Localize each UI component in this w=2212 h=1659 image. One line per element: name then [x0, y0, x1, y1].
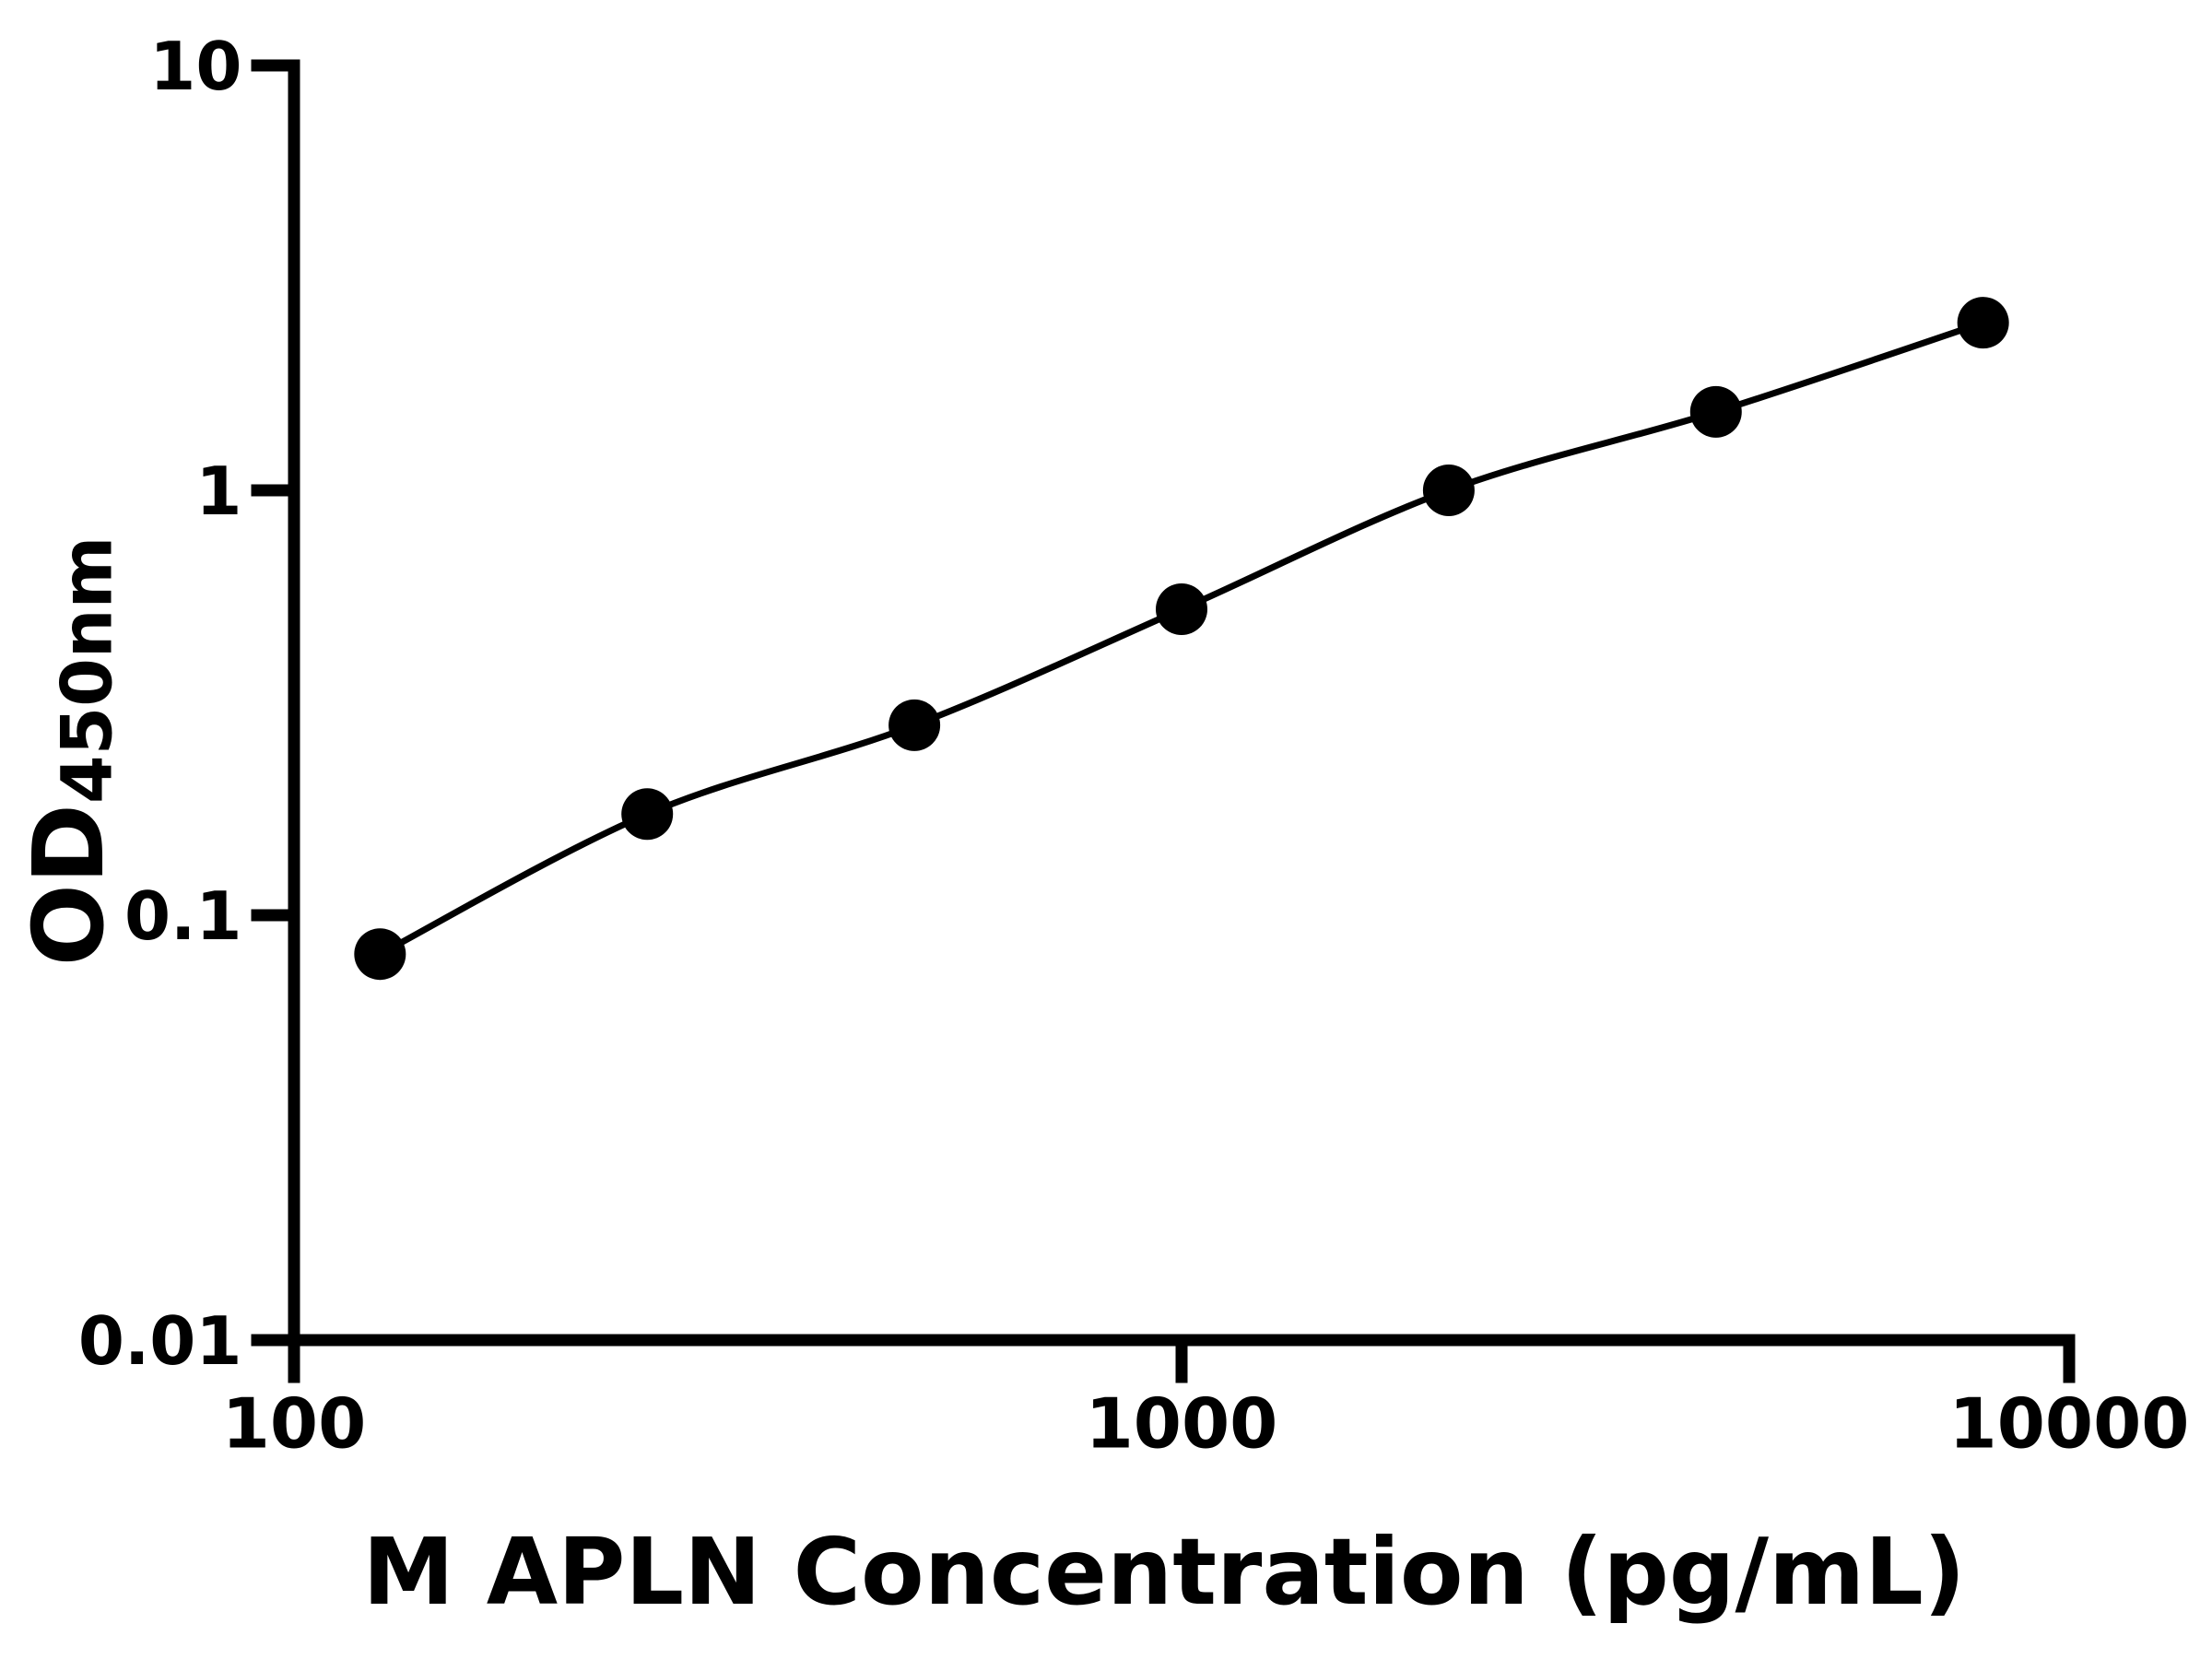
y-axis-label-main: OD [12, 803, 125, 967]
y-tick-label: 0.01 [78, 1302, 242, 1380]
y-tick-label: 0.1 [124, 877, 242, 955]
x-tick-label: 100 [222, 1383, 367, 1465]
x-tick-label: 1000 [1086, 1383, 1278, 1465]
y-tick-label: 1 [195, 453, 241, 530]
data-point [1156, 583, 1207, 636]
y-axis-label-subscript: 450nm [46, 535, 128, 804]
x-tick-label: 10000 [1949, 1383, 2190, 1465]
data-point [1689, 385, 1742, 438]
data-point [354, 928, 406, 981]
standard-curve-line [376, 319, 1987, 958]
data-point [1422, 465, 1475, 516]
data-point [888, 699, 941, 751]
y-axis-label: OD450nm [13, 536, 128, 967]
y-tick-label: 10 [149, 28, 241, 105]
data-point [621, 788, 674, 841]
data-point [1957, 297, 2009, 349]
x-axis-title: M APLN Concentration (pg/mL) [362, 1518, 1966, 1626]
